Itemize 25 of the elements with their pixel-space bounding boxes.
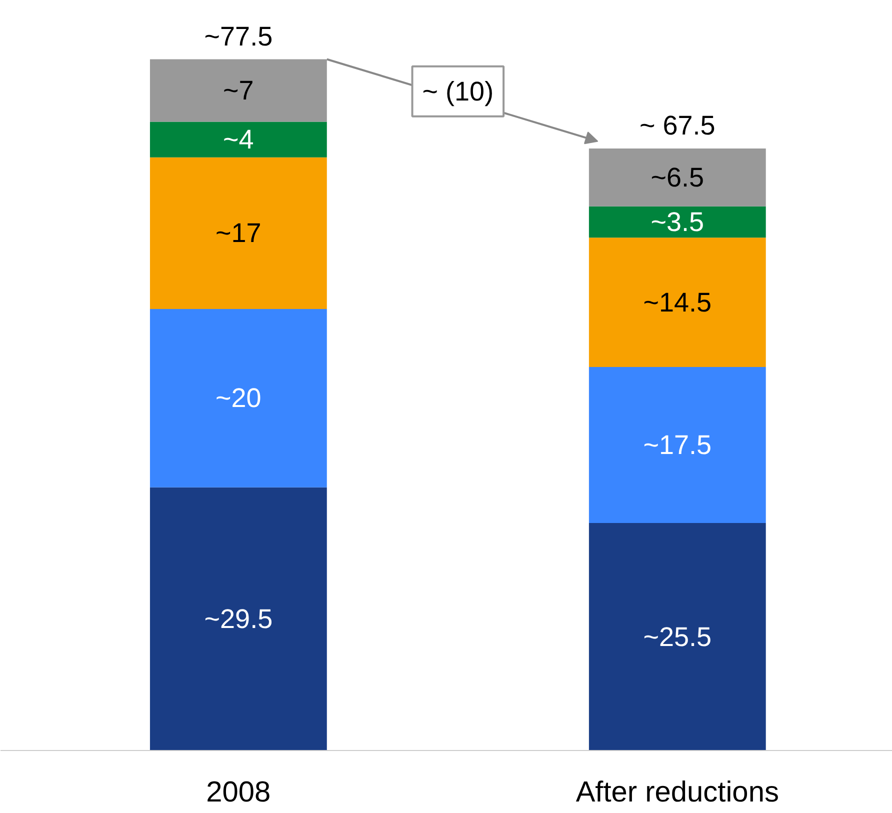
data-label: ~25.5 (643, 622, 712, 652)
data-label: ~17.5 (643, 430, 712, 460)
bar (150, 122, 327, 158)
data-label: ~4 (223, 124, 254, 155)
annotation: ~ (10) (422, 76, 494, 106)
total-label: ~77.5 (204, 21, 273, 52)
bar (588, 523, 766, 750)
bar (150, 157, 327, 309)
data-label: ~29.5 (204, 604, 273, 634)
data-label: ~3.5 (650, 207, 704, 238)
bar (588, 366, 766, 524)
data-label: ~20 (216, 383, 262, 414)
total-label: ~ 67.5 (639, 110, 716, 140)
bar (150, 308, 327, 488)
x-tick-label: After reductions (576, 776, 779, 808)
bar (150, 487, 327, 750)
data-label: ~6.5 (650, 162, 704, 192)
bar (588, 238, 766, 367)
bar (150, 59, 327, 122)
bar (588, 206, 766, 238)
x-tick-label: 2008 (206, 776, 271, 808)
data-label: ~17 (216, 218, 262, 248)
data-label: ~7 (223, 75, 254, 106)
data-label: ~14.5 (643, 287, 712, 318)
bar (588, 148, 766, 206)
